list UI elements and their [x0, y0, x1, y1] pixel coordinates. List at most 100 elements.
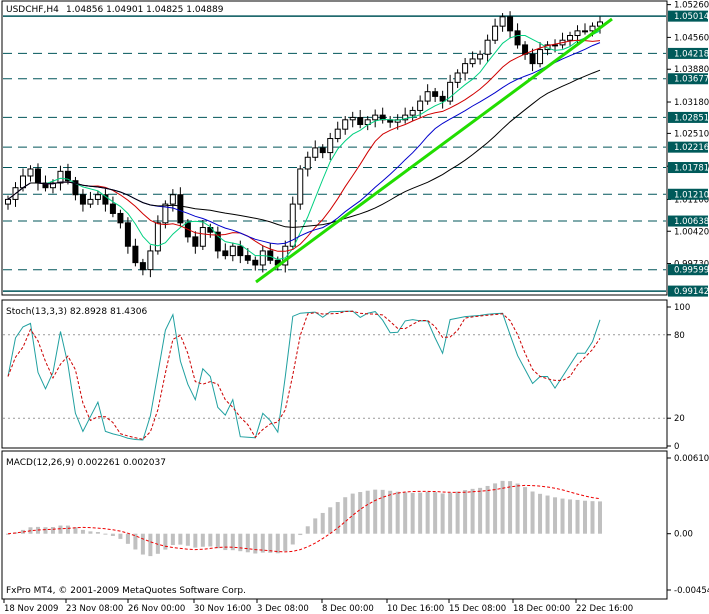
macd-bar: [43, 527, 48, 534]
ma-long-line: [7, 69, 601, 228]
macd-bar: [358, 492, 363, 534]
macd-bar: [200, 533, 205, 547]
macd-bar: [268, 533, 273, 553]
price-tick-label: 1.04560: [674, 33, 709, 43]
macd-bar: [215, 533, 220, 549]
time-tick-label: 18 Dec 00:00: [513, 604, 570, 614]
price-tag-box: [668, 10, 708, 22]
macd-bar: [500, 480, 505, 534]
candle-body: [237, 245, 244, 257]
candle-body: [439, 95, 446, 102]
candle-body: [214, 231, 221, 252]
macd-bar: [350, 493, 355, 534]
stoch-panel: [3, 310, 666, 441]
stoch-title: Stoch(13,3,3) 82.8928 81.4306: [6, 307, 147, 317]
macd-bar: [328, 507, 333, 534]
price-tag-box: [668, 141, 708, 153]
trendline: [255, 17, 613, 284]
candle-body: [552, 44, 559, 47]
main-title: USDCHF,H4: [6, 5, 59, 15]
macd-bar: [253, 533, 258, 554]
macd-bar: [538, 493, 543, 534]
candle-body: [477, 53, 484, 60]
candle-body: [417, 100, 424, 111]
macd-bar: [403, 492, 408, 534]
candle-body: [424, 91, 431, 102]
candle-body: [147, 250, 154, 271]
candle-body: [297, 168, 304, 205]
macd-bar: [88, 531, 93, 534]
macd-bar: [523, 487, 528, 534]
macd-bar: [260, 533, 265, 553]
macd-bar: [110, 533, 115, 536]
macd-bar: [73, 527, 78, 534]
macd-bar: [410, 492, 415, 534]
macd-signal-line: [7, 484, 601, 553]
main-panel-frame: [1, 0, 668, 296]
stoch-tick-label: 0: [674, 442, 679, 452]
macd-tick-label: -0.004542: [674, 586, 709, 596]
macd-bar: [530, 491, 535, 534]
macd-bar: [298, 533, 303, 536]
macd-bar: [313, 518, 318, 534]
candle-body: [72, 180, 79, 196]
price-tag-label: 1.02216: [674, 143, 709, 153]
candle-body: [342, 119, 349, 130]
macd-bar: [598, 501, 602, 534]
candle-body: [154, 222, 161, 252]
candle-body: [57, 170, 64, 184]
time-tick-label: 8 Dec 00:00: [322, 604, 374, 614]
macd-bar: [170, 533, 175, 546]
macd-bar: [245, 533, 250, 553]
macd-bar: [193, 533, 198, 548]
macd-bar: [373, 489, 378, 534]
candle-body: [19, 175, 26, 189]
macd-bar: [425, 491, 430, 534]
macd-bar: [230, 533, 235, 551]
macd-tick-label: 0.006108: [674, 454, 709, 464]
candle-body: [192, 236, 199, 247]
macd-bar: [560, 498, 565, 534]
macd-bar: [140, 533, 145, 555]
candle-body: [132, 245, 139, 264]
ma-fast-line: [7, 30, 601, 261]
candle-body: [514, 30, 521, 46]
price-tag-label: 1.05014: [674, 12, 709, 22]
candle-body: [49, 182, 56, 189]
candle-body: [259, 250, 266, 266]
candle-body: [327, 138, 334, 154]
macd-bar: [478, 487, 483, 534]
macd-bar: [80, 529, 85, 534]
candle-body: [64, 170, 71, 182]
candle-body: [304, 156, 311, 170]
candle-body: [462, 63, 469, 74]
candle-body: [589, 25, 596, 32]
macd-bar: [515, 483, 520, 534]
macd-bar: [58, 525, 63, 534]
candle-body: [357, 116, 364, 125]
time-tick-label: 18 Nov 2009: [4, 604, 58, 614]
macd-bar: [223, 533, 228, 551]
time-tick-label: 22 Dec 16:00: [576, 604, 633, 614]
candle-body: [169, 194, 176, 205]
candle-body: [537, 49, 544, 65]
price-tag-box: [668, 111, 708, 123]
macd-bar: [343, 497, 348, 534]
candle-body: [94, 194, 101, 200]
candle-body: [87, 198, 94, 205]
macd-bar: [553, 497, 558, 534]
candle-body: [409, 109, 416, 116]
candle-body: [492, 25, 499, 41]
price-tick-label: 1.03880: [674, 65, 709, 75]
macd-bar: [448, 492, 453, 534]
price-tick-label: 1.03180: [674, 98, 709, 108]
stoch-panel-frame: [1, 299, 668, 449]
candle-body: [27, 168, 34, 177]
candle-body: [529, 53, 536, 65]
macd-bar: [185, 533, 190, 546]
macd-bar: [163, 533, 168, 550]
macd-bar: [590, 501, 595, 534]
time-axis: 18 Nov 2009 23 Nov 08:00 26 Nov 00:00 30 No…: [3, 599, 633, 614]
candle-body: [484, 39, 491, 55]
